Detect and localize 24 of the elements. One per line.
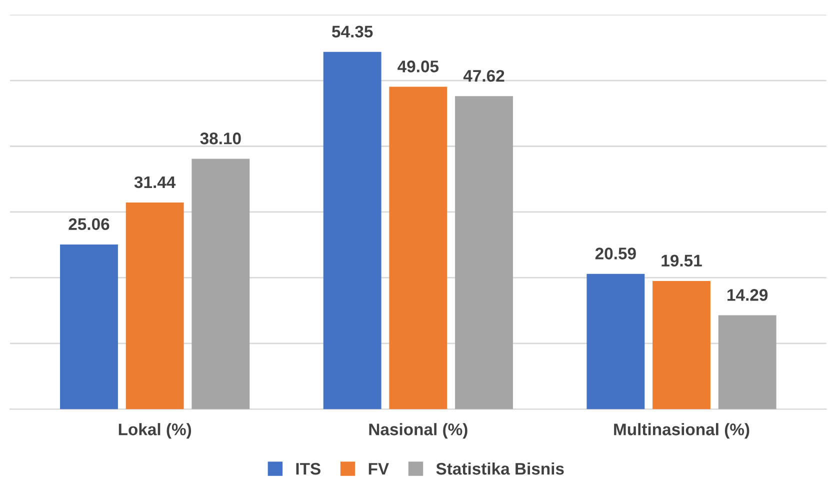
data-label: 20.59 [595,248,636,260]
bar [455,96,513,410]
legend-label: ITS [296,462,320,475]
x-tick-label: Multinasional (%) [614,423,750,439]
bar [586,274,645,410]
bar [389,86,448,410]
data-label: 31.44 [134,176,176,188]
bar [192,158,250,410]
data-label: 49.05 [398,60,439,72]
data-label: 38.10 [200,132,241,144]
data-label: 54.35 [332,26,373,38]
bar [718,315,776,410]
data-label: 47.62 [463,70,504,82]
data-label: 14.29 [728,289,768,301]
x-tick-label: Nasional (%) [369,423,468,439]
bar [652,280,710,410]
legend-label: FV [368,463,389,475]
data-label: 25.06 [68,218,110,230]
data-label: 19.51 [662,254,702,267]
bar [60,244,118,410]
legend-label: Statistika Bisnis [436,462,564,475]
x-tick-label: Lokal (%) [118,423,192,439]
bar [126,202,184,410]
bar [323,52,382,410]
